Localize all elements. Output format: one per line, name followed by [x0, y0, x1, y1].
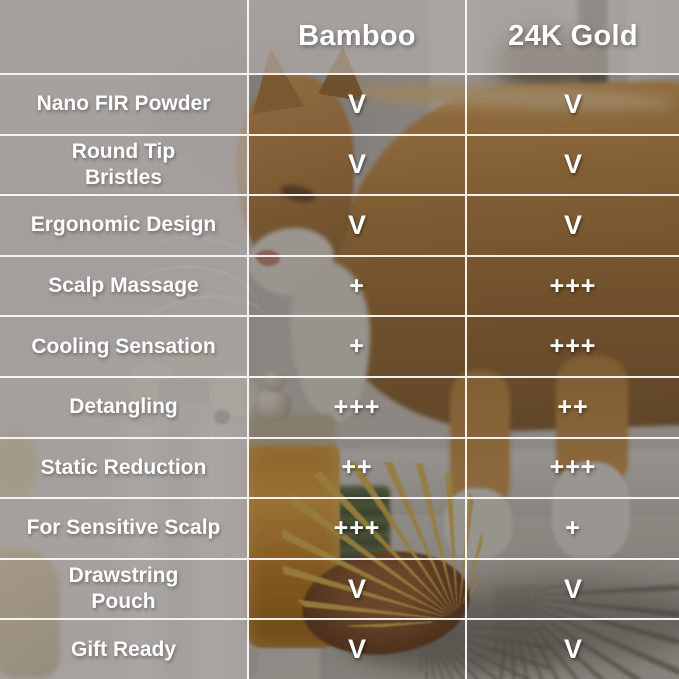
bamboo-value: V	[347, 88, 366, 119]
feature-label-cell: Nano FIR Powder	[0, 73, 247, 134]
bamboo-value: ++	[341, 453, 373, 482]
feature-label-cell: Static Reduction	[0, 436, 247, 498]
cat-nose	[256, 250, 280, 266]
bamboo-value: V	[347, 634, 366, 665]
amber-bottle-cap	[254, 388, 292, 422]
feature-label-cell: Ergonomic Design	[0, 194, 247, 255]
column-header-bamboo: Bamboo	[298, 20, 416, 52]
feature-label-cell: For Sensitive Scalp	[0, 497, 247, 558]
gold-value-cell: V	[465, 194, 679, 255]
column-header-gold-cell: 24K Gold	[465, 0, 679, 73]
gold-value: +++	[549, 332, 597, 361]
gold-value-cell: +++	[465, 436, 679, 498]
gold-value-cell: V	[465, 133, 679, 195]
bamboo-value-cell: V	[247, 557, 465, 619]
amber-bottle-cap	[262, 370, 286, 392]
bamboo-value-cell: V	[247, 194, 465, 255]
gold-value: V	[563, 149, 582, 180]
bamboo-value: +	[349, 332, 365, 361]
gold-value-cell: ++	[465, 375, 679, 437]
gold-value-cell: +	[465, 497, 679, 558]
bamboo-value-cell: ++	[247, 436, 465, 498]
bamboo-value: +++	[333, 392, 381, 421]
feature-label: Scalp Massage	[48, 273, 199, 297]
gold-value: ++	[557, 392, 589, 421]
brush-bristles-image	[282, 462, 482, 627]
feature-label: Gift Ready	[70, 637, 177, 661]
feature-label: Nano FIR Powder	[36, 92, 211, 116]
feature-label-cell: Cooling Sensation	[0, 315, 247, 376]
feature-label: Cooling Sensation	[31, 334, 216, 358]
feature-label: Detangling	[69, 395, 178, 419]
gold-value: +++	[549, 271, 597, 300]
feature-label: Ergonomic Design	[30, 213, 217, 237]
bamboo-value-cell: V	[247, 618, 465, 679]
feature-label: For Sensitive Scalp	[26, 516, 221, 540]
gold-value: +++	[549, 453, 597, 482]
gold-value-cell: V	[465, 618, 679, 679]
gold-value-cell: V	[465, 557, 679, 619]
bamboo-value: +++	[333, 513, 381, 542]
column-header-gold: 24K Gold	[508, 20, 638, 52]
bamboo-value: V	[347, 573, 366, 604]
bamboo-value: V	[347, 209, 366, 240]
gold-value: V	[563, 209, 582, 240]
column-header-bamboo-cell: Bamboo	[247, 0, 465, 73]
bamboo-value: V	[347, 149, 366, 180]
gold-value: +	[565, 513, 581, 542]
header-feature-cell	[0, 0, 247, 73]
feature-label: Static Reduction	[40, 455, 207, 479]
gold-value-cell: +++	[465, 315, 679, 376]
gold-value-cell: +++	[465, 254, 679, 316]
bamboo-value-cell: +	[247, 254, 465, 316]
bamboo-value-cell: V	[247, 133, 465, 195]
gold-value: V	[563, 634, 582, 665]
gold-value: V	[563, 88, 582, 119]
feature-label: Round Tip Bristles	[71, 139, 176, 189]
gold-value: V	[563, 573, 582, 604]
bamboo-value-cell: +	[247, 315, 465, 376]
cat-paw	[552, 462, 630, 558]
bamboo-value-cell: V	[247, 73, 465, 134]
feature-label-cell: Gift Ready	[0, 618, 247, 679]
feature-label-cell: Scalp Massage	[0, 254, 247, 316]
bamboo-value: +	[349, 271, 365, 300]
feature-label: Drawstring Pouch	[68, 563, 179, 614]
feature-label-cell: Detangling	[0, 375, 247, 437]
feature-label-cell: Drawstring Pouch	[0, 557, 247, 619]
bamboo-value-cell: +++	[247, 497, 465, 558]
feature-label-cell: Round Tip Bristles	[0, 133, 247, 195]
gold-value-cell: V	[465, 73, 679, 134]
bamboo-value-cell: +++	[247, 375, 465, 437]
